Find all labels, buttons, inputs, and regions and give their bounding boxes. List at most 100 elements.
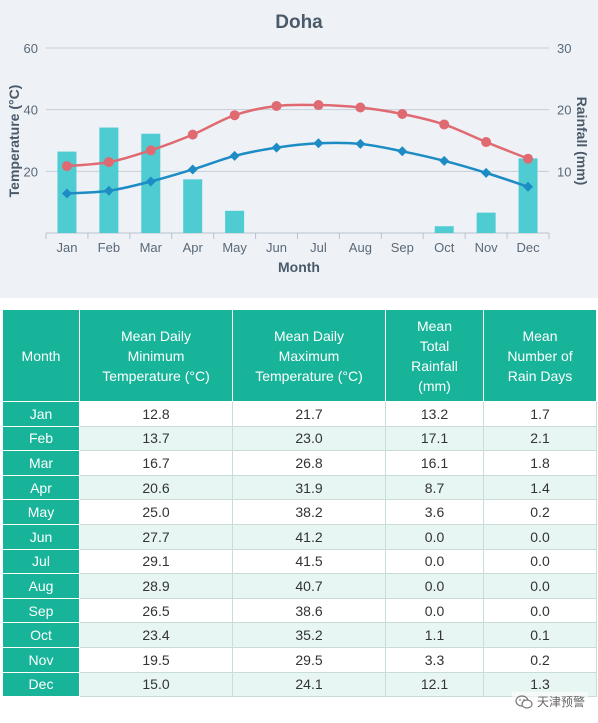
month-cell: Sep bbox=[2, 597, 80, 624]
table-body: Jan 12.8 21.7 13.2 1.7 Feb 13.7 23.0 17.1 2.1 Mar 1… bbox=[2, 401, 597, 698]
month-cell: Jan bbox=[2, 401, 80, 427]
table-cell: 29.1 bbox=[79, 548, 233, 575]
column-header-line: Month bbox=[21, 347, 61, 364]
table-header: Month Mean Daily Minimum Temperature (°C) Me… bbox=[2, 309, 597, 402]
table-row: Apr 20.6 31.9 8.7 1.4 bbox=[2, 474, 597, 501]
min-temp-point bbox=[481, 167, 492, 178]
table-cell: 0.2 bbox=[483, 499, 597, 525]
rainfall-bar bbox=[99, 127, 119, 233]
max-temp-point bbox=[61, 161, 72, 172]
table-cell: 8.7 bbox=[385, 474, 484, 501]
column-header-line: Mean bbox=[522, 327, 558, 344]
x-tick-label: Oct bbox=[434, 240, 455, 255]
column-header: Mean Daily Minimum Temperature (°C) bbox=[79, 309, 233, 402]
table-cell: 3.3 bbox=[385, 646, 484, 673]
table-cell: 31.9 bbox=[232, 474, 386, 501]
max-temp-point bbox=[313, 100, 324, 111]
rainfall-bar bbox=[476, 212, 496, 233]
y-left-tick-label: 20 bbox=[24, 164, 38, 179]
table-cell: 23.4 bbox=[79, 622, 233, 648]
column-header-line: Temperature (°C) bbox=[255, 367, 363, 384]
min-temp-point bbox=[103, 185, 114, 196]
column-header-line: (mm) bbox=[418, 377, 451, 394]
table-cell: 0.0 bbox=[385, 597, 484, 624]
min-temp-point bbox=[229, 150, 240, 161]
table-row: Feb 13.7 23.0 17.1 2.1 bbox=[2, 425, 597, 452]
table-cell: 28.9 bbox=[79, 573, 233, 599]
watermark-text: 天津预警 bbox=[536, 695, 585, 709]
rainfall-bar bbox=[225, 210, 245, 233]
chart-panel: Doha 20 40 60 10 20 30 Jan Feb Mar Apr May Jun Jul Aug… bbox=[0, 0, 598, 298]
column-header-line: Minimum bbox=[127, 347, 185, 364]
chart-title: Doha bbox=[275, 12, 323, 33]
min-temp-point bbox=[145, 176, 156, 187]
table-cell: 35.2 bbox=[232, 622, 386, 648]
table-cell: 16.1 bbox=[385, 450, 484, 476]
column-header-line: Number of bbox=[507, 347, 573, 364]
table-cell: 41.2 bbox=[232, 523, 386, 550]
max-temp-point bbox=[103, 157, 114, 168]
column-header-line: Rain Days bbox=[507, 367, 573, 384]
climate-table: Month Mean Daily Minimum Temperature (°C) Me… bbox=[2, 309, 597, 698]
table-cell: 0.0 bbox=[483, 548, 597, 575]
x-tick-label: Apr bbox=[183, 240, 204, 255]
table-row: Jan 12.8 21.7 13.2 1.7 bbox=[2, 401, 597, 427]
table-cell: 1.7 bbox=[483, 401, 597, 427]
table-cell: 23.0 bbox=[232, 425, 386, 452]
table-cell: 21.7 bbox=[232, 401, 386, 427]
table-cell: 19.5 bbox=[79, 646, 233, 673]
table-cell: 20.6 bbox=[79, 474, 233, 501]
table-cell: 15.0 bbox=[79, 671, 233, 698]
table-cell: 38.6 bbox=[232, 597, 386, 624]
column-header-line: Mean Daily bbox=[120, 327, 192, 344]
column-header-line: Total bbox=[419, 337, 450, 354]
table-cell: 0.0 bbox=[385, 573, 484, 599]
month-cell: Mar bbox=[2, 450, 80, 476]
min-temp-point bbox=[439, 155, 450, 166]
y-left-tick-label: 40 bbox=[24, 103, 38, 118]
y-left-tick-label: 60 bbox=[24, 41, 38, 56]
table-cell: 0.0 bbox=[483, 573, 597, 599]
column-header: Mean Number of Rain Days bbox=[483, 309, 597, 402]
min-temp-point bbox=[355, 138, 366, 149]
table-row: Jun 27.7 41.2 0.0 0.0 bbox=[2, 523, 597, 550]
column-header: Mean Total Rainfall (mm) bbox=[385, 309, 484, 402]
table-cell: 24.1 bbox=[232, 671, 386, 698]
max-temp-point bbox=[145, 145, 156, 156]
climate-table-container: Month Mean Daily Minimum Temperature (°C) Me… bbox=[2, 309, 597, 698]
table-cell: 12.8 bbox=[79, 401, 233, 427]
min-temp-point bbox=[523, 181, 534, 192]
column-header-line: Maximum bbox=[278, 347, 340, 364]
table-row: Mar 16.7 26.8 16.1 1.8 bbox=[2, 450, 597, 476]
rainfall-bar bbox=[434, 226, 454, 233]
column-header-line: Mean Daily bbox=[273, 327, 345, 344]
table-cell: 17.1 bbox=[385, 425, 484, 452]
y-left-axis-label: Temperature (°C) bbox=[6, 85, 22, 198]
table-cell: 13.2 bbox=[385, 401, 484, 427]
column-header: Mean Daily Maximum Temperature (°C) bbox=[232, 309, 386, 402]
max-temp-point bbox=[355, 102, 366, 113]
table-cell: 26.5 bbox=[79, 597, 233, 624]
table-cell: 27.7 bbox=[79, 523, 233, 550]
table-cell: 3.6 bbox=[385, 499, 484, 525]
table-cell: 1.8 bbox=[483, 450, 597, 476]
watermark: 天津预警 bbox=[511, 692, 588, 711]
max-temp-point bbox=[439, 119, 450, 130]
x-axis-label: Month bbox=[278, 259, 320, 275]
climate-chart: Doha 20 40 60 10 20 30 Jan Feb Mar Apr May Jun Jul Aug… bbox=[6, 12, 590, 275]
y-right-tick-label: 10 bbox=[557, 164, 571, 179]
table-cell: 26.8 bbox=[232, 450, 386, 476]
table-cell: 16.7 bbox=[79, 450, 233, 476]
x-tick-label: Dec bbox=[516, 240, 540, 255]
table-row: Jul 29.1 41.5 0.0 0.0 bbox=[2, 548, 597, 575]
month-cell: Oct bbox=[2, 622, 80, 648]
x-tick-label: Jan bbox=[56, 240, 77, 255]
x-tick-label: Sep bbox=[391, 240, 414, 255]
x-tick-label: Feb bbox=[98, 240, 120, 255]
max-temp-point bbox=[481, 137, 492, 148]
max-temp-point bbox=[271, 100, 282, 111]
y-right-tick-label: 20 bbox=[557, 103, 571, 118]
min-temp-point bbox=[187, 164, 198, 175]
month-cell: Aug bbox=[2, 573, 80, 599]
rainfall-bar bbox=[518, 158, 538, 233]
